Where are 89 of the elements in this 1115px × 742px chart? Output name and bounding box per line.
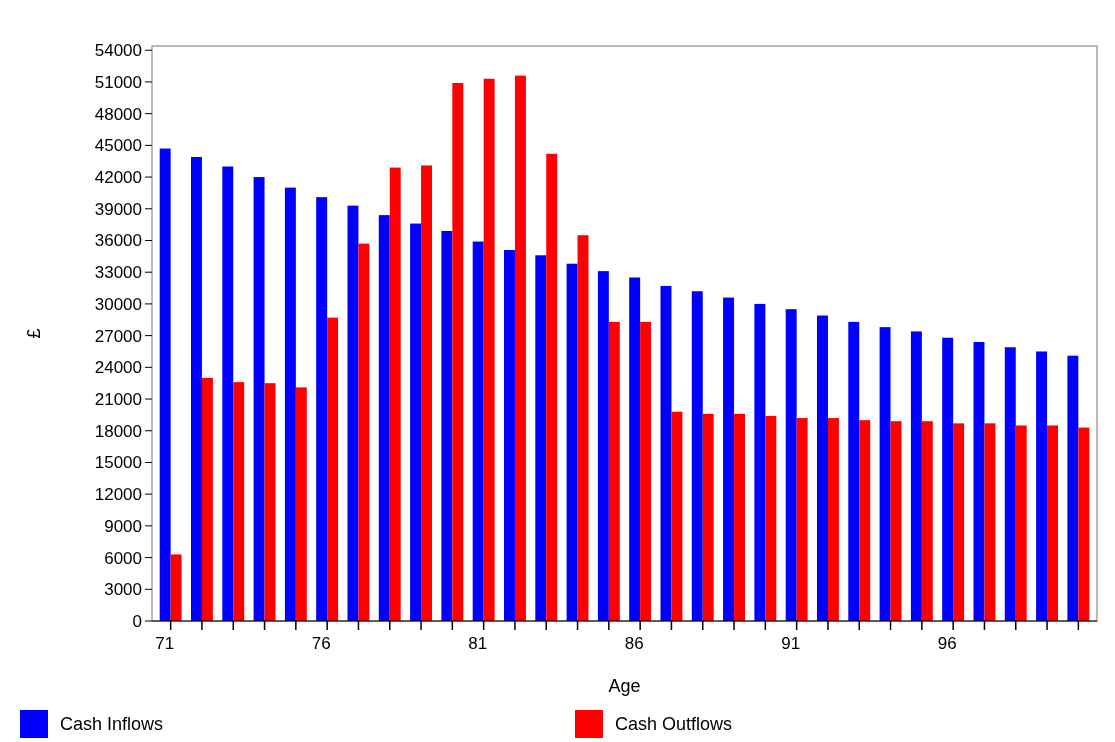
y-tick-label: 6000: [104, 548, 142, 568]
bar: [765, 415, 777, 621]
bar: [483, 78, 495, 621]
y-tick-label: 33000: [94, 263, 142, 283]
bar: [785, 309, 797, 621]
bar: [660, 285, 672, 621]
bar: [890, 421, 902, 621]
bar: [566, 263, 578, 621]
bar: [170, 554, 182, 621]
y-tick-label: 51000: [94, 72, 142, 92]
y-tick-label: 42000: [94, 168, 142, 188]
bar: [671, 411, 683, 621]
bar: [640, 321, 652, 621]
x-tick-label: 86: [624, 634, 644, 653]
bar: [222, 166, 234, 621]
bar: [421, 165, 433, 621]
x-tick-label: 81: [468, 634, 488, 653]
y-tick-label: 27000: [94, 326, 142, 346]
bar: [1078, 427, 1090, 621]
bar: [504, 250, 515, 621]
x-axis-title: Age: [608, 676, 641, 696]
bar: [295, 387, 307, 621]
bar: [608, 321, 620, 621]
y-tick-label: 21000: [94, 389, 142, 409]
bar: [201, 377, 213, 621]
y-tick-label: 15000: [94, 453, 142, 473]
bar: [253, 177, 265, 621]
bar: [848, 321, 860, 621]
y-tick-label: 54000: [94, 41, 142, 61]
bar: [827, 418, 839, 621]
y-tick-label: 30000: [94, 294, 142, 314]
bar: [577, 235, 589, 621]
y-tick-label: 45000: [94, 136, 142, 156]
bar: [378, 215, 390, 621]
bar: [629, 277, 641, 621]
y-tick-label: 12000: [94, 485, 142, 505]
y-tick-label: 24000: [94, 358, 142, 378]
bar: [441, 230, 453, 621]
bar: [159, 148, 171, 621]
y-tick-label: 3000: [104, 580, 142, 600]
bar: [754, 303, 766, 621]
bar: [942, 337, 954, 621]
y-axis-title: £: [24, 328, 44, 339]
bar: [796, 418, 808, 621]
x-tick-label: 91: [781, 634, 801, 653]
bar: [702, 413, 714, 621]
bar: [514, 75, 526, 621]
bar: [817, 315, 828, 621]
x-tick-label: 96: [937, 634, 957, 653]
bar: [233, 382, 245, 621]
bar: [859, 420, 871, 621]
bar: [316, 197, 328, 621]
bar: [1015, 425, 1027, 621]
bar: [535, 255, 547, 621]
bar: [327, 317, 339, 621]
bar: [734, 413, 746, 621]
bar: [389, 167, 401, 621]
bar: [472, 241, 484, 621]
legend-label: Cash Inflows: [60, 714, 164, 735]
bar: [910, 331, 922, 621]
y-tick-label: 36000: [94, 231, 142, 251]
bar: [1047, 425, 1058, 621]
bar: [1036, 351, 1048, 621]
y-tick-label: 9000: [104, 516, 142, 536]
bar: [723, 297, 735, 621]
bar: [691, 291, 703, 621]
y-tick-label: 18000: [94, 421, 142, 441]
x-tick-label: 71: [155, 634, 175, 653]
bar: [191, 156, 202, 621]
y-tick-label: 0: [132, 611, 142, 631]
bar: [410, 223, 422, 621]
bar: [953, 423, 965, 621]
bar: [597, 271, 609, 621]
bar: [984, 423, 996, 621]
bar: [452, 82, 464, 621]
bar: [1067, 355, 1079, 621]
bar: [879, 327, 891, 621]
bar: [546, 153, 558, 621]
y-tick-label: 39000: [94, 199, 142, 219]
bar: [358, 243, 370, 621]
bar: [347, 205, 359, 621]
x-tick-label: 76: [311, 634, 331, 653]
bar: [921, 421, 933, 621]
bar: [264, 383, 276, 621]
bar: [284, 187, 296, 621]
y-tick-label: 48000: [94, 104, 142, 124]
bar: [1004, 347, 1016, 621]
legend-label: Cash Outflows: [615, 714, 733, 735]
bar: [973, 341, 985, 621]
